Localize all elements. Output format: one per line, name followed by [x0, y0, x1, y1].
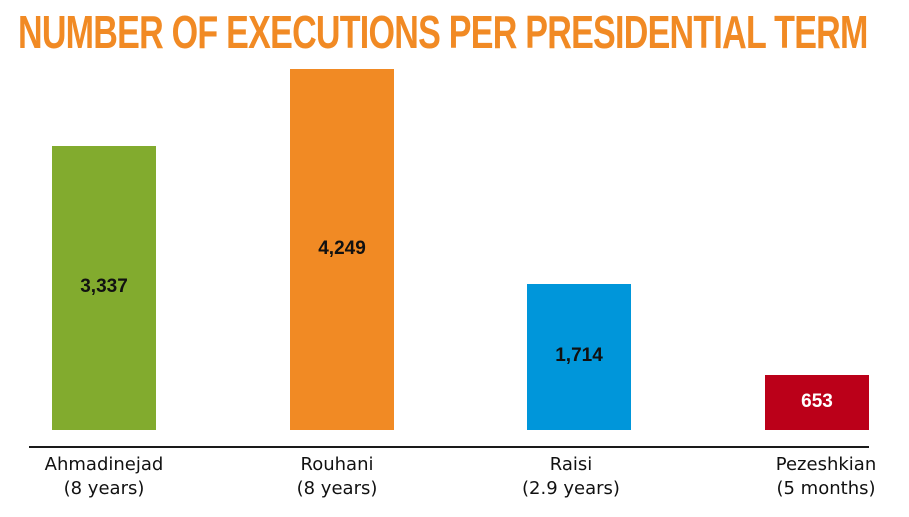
term-length: (8 years)	[296, 478, 378, 499]
category-name: Ahmadinejad	[44, 454, 164, 475]
x-axis-baseline	[29, 446, 869, 448]
data-label: 1,714	[555, 345, 603, 366]
data-label: 653	[801, 391, 833, 412]
term-length: (5 months)	[776, 478, 876, 499]
bar-rouhani: 4,249	[290, 69, 394, 430]
x-tick-label: Raisi (2.9 years)	[486, 453, 656, 501]
x-tick-label: Ahmadinejad (8 years)	[19, 453, 189, 501]
x-tick-label: Rouhani (8 years)	[252, 453, 422, 501]
data-label: 4,249	[318, 238, 366, 259]
term-length: (2.9 years)	[522, 478, 620, 499]
term-length: (8 years)	[63, 478, 145, 499]
data-label: 3,337	[80, 276, 128, 297]
x-tick-label: Pezeshkian (5 months)	[741, 453, 909, 501]
category-name: Rouhani	[300, 454, 374, 475]
category-name: Pezeshkian	[775, 454, 877, 475]
chart-title: NUMBER OF EXECUTIONS PER PRESIDENTIAL TE…	[18, 6, 868, 58]
bar-ahmadinejad: 3,337	[52, 146, 156, 430]
bar-pezeshkian: 653	[765, 375, 869, 430]
category-name: Raisi	[549, 454, 593, 475]
bar-raisi: 1,714	[527, 284, 631, 430]
